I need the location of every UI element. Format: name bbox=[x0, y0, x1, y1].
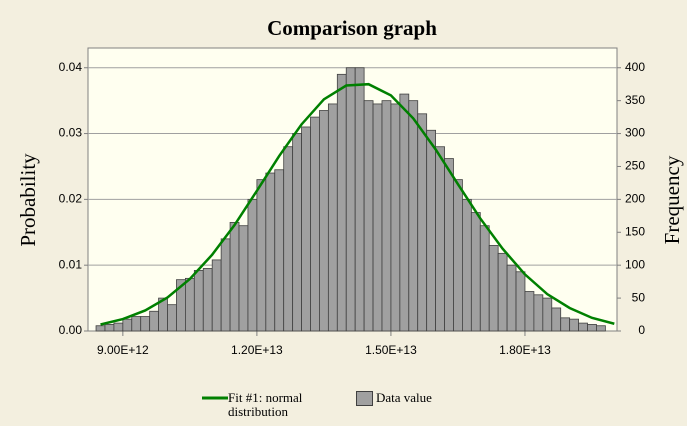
x-tick-label: 1.80E+13 bbox=[499, 343, 551, 357]
y2-tick-label: 300 bbox=[625, 126, 645, 140]
bar bbox=[560, 317, 571, 332]
bar bbox=[95, 325, 106, 332]
y2-tick-label: 50 bbox=[632, 290, 646, 304]
y2-axis-title: Frequency bbox=[660, 155, 684, 244]
bar bbox=[417, 113, 428, 332]
bar bbox=[444, 158, 454, 332]
bar bbox=[122, 318, 133, 332]
bar bbox=[336, 73, 347, 332]
x-tick-label: 1.50E+13 bbox=[365, 343, 417, 357]
bar bbox=[488, 245, 499, 332]
bar bbox=[551, 307, 562, 332]
legend-swatch bbox=[202, 396, 228, 400]
bar bbox=[274, 169, 285, 332]
bar bbox=[470, 212, 481, 332]
bar bbox=[283, 146, 294, 332]
bar bbox=[533, 294, 544, 332]
bar bbox=[408, 100, 419, 332]
bar bbox=[542, 297, 553, 332]
bar bbox=[515, 271, 526, 332]
bar bbox=[292, 133, 302, 332]
legend-label: Fit #1: normal distribution bbox=[228, 390, 303, 419]
bar bbox=[113, 322, 124, 332]
y2-tick-label: 100 bbox=[625, 257, 645, 271]
y2-tick-label: 200 bbox=[625, 192, 645, 206]
y2-tick-label: 150 bbox=[625, 224, 645, 238]
bar bbox=[524, 291, 535, 332]
bar bbox=[506, 264, 517, 332]
bar bbox=[381, 100, 392, 332]
legend-swatch bbox=[356, 391, 373, 406]
bar bbox=[453, 179, 463, 332]
bar bbox=[596, 325, 606, 332]
y-tick-label: 0.02 bbox=[59, 192, 83, 206]
legend-label: Data value bbox=[376, 390, 432, 405]
bar bbox=[426, 129, 437, 332]
y-axis-title: Probability bbox=[16, 153, 40, 247]
bar bbox=[131, 316, 142, 332]
bar bbox=[265, 172, 276, 332]
bar bbox=[435, 146, 445, 332]
bar bbox=[247, 198, 258, 332]
bar bbox=[479, 225, 490, 332]
bar bbox=[149, 310, 159, 332]
bar bbox=[587, 324, 597, 332]
bar bbox=[569, 318, 579, 332]
bar bbox=[220, 238, 231, 332]
y2-tick-label: 250 bbox=[625, 159, 645, 173]
x-tick-label: 9.00E+12 bbox=[97, 343, 149, 357]
y2-tick-label: 400 bbox=[625, 60, 645, 74]
bar bbox=[399, 93, 410, 332]
y-tick-label: 0.00 bbox=[59, 323, 83, 337]
bar bbox=[167, 304, 177, 332]
bar bbox=[238, 225, 249, 332]
bar bbox=[327, 103, 338, 332]
y-tick-label: 0.01 bbox=[59, 257, 83, 271]
bar bbox=[140, 316, 151, 332]
y2-tick-label: 350 bbox=[625, 93, 645, 107]
bar bbox=[319, 110, 329, 332]
fit-line bbox=[100, 82, 615, 326]
bar bbox=[310, 116, 320, 332]
bar bbox=[185, 277, 195, 332]
bar bbox=[104, 324, 115, 332]
x-tick-label: 1.20E+13 bbox=[231, 343, 283, 357]
bar bbox=[497, 252, 508, 332]
bar bbox=[301, 126, 311, 332]
bar bbox=[256, 179, 267, 332]
bar bbox=[372, 103, 383, 332]
bar bbox=[345, 67, 356, 332]
bar bbox=[202, 268, 213, 332]
y-tick-label: 0.03 bbox=[59, 126, 83, 140]
bar bbox=[363, 100, 374, 332]
bar bbox=[390, 103, 401, 332]
bar bbox=[578, 322, 588, 332]
bar bbox=[462, 198, 472, 332]
bar bbox=[211, 259, 222, 332]
legend-box bbox=[356, 391, 373, 406]
y2-tick-label: 0 bbox=[638, 323, 645, 337]
chart-title: Comparison graph bbox=[267, 16, 437, 40]
bar bbox=[193, 270, 204, 332]
bar bbox=[229, 222, 240, 332]
y-tick-label: 0.04 bbox=[59, 60, 83, 74]
bar bbox=[354, 67, 365, 332]
